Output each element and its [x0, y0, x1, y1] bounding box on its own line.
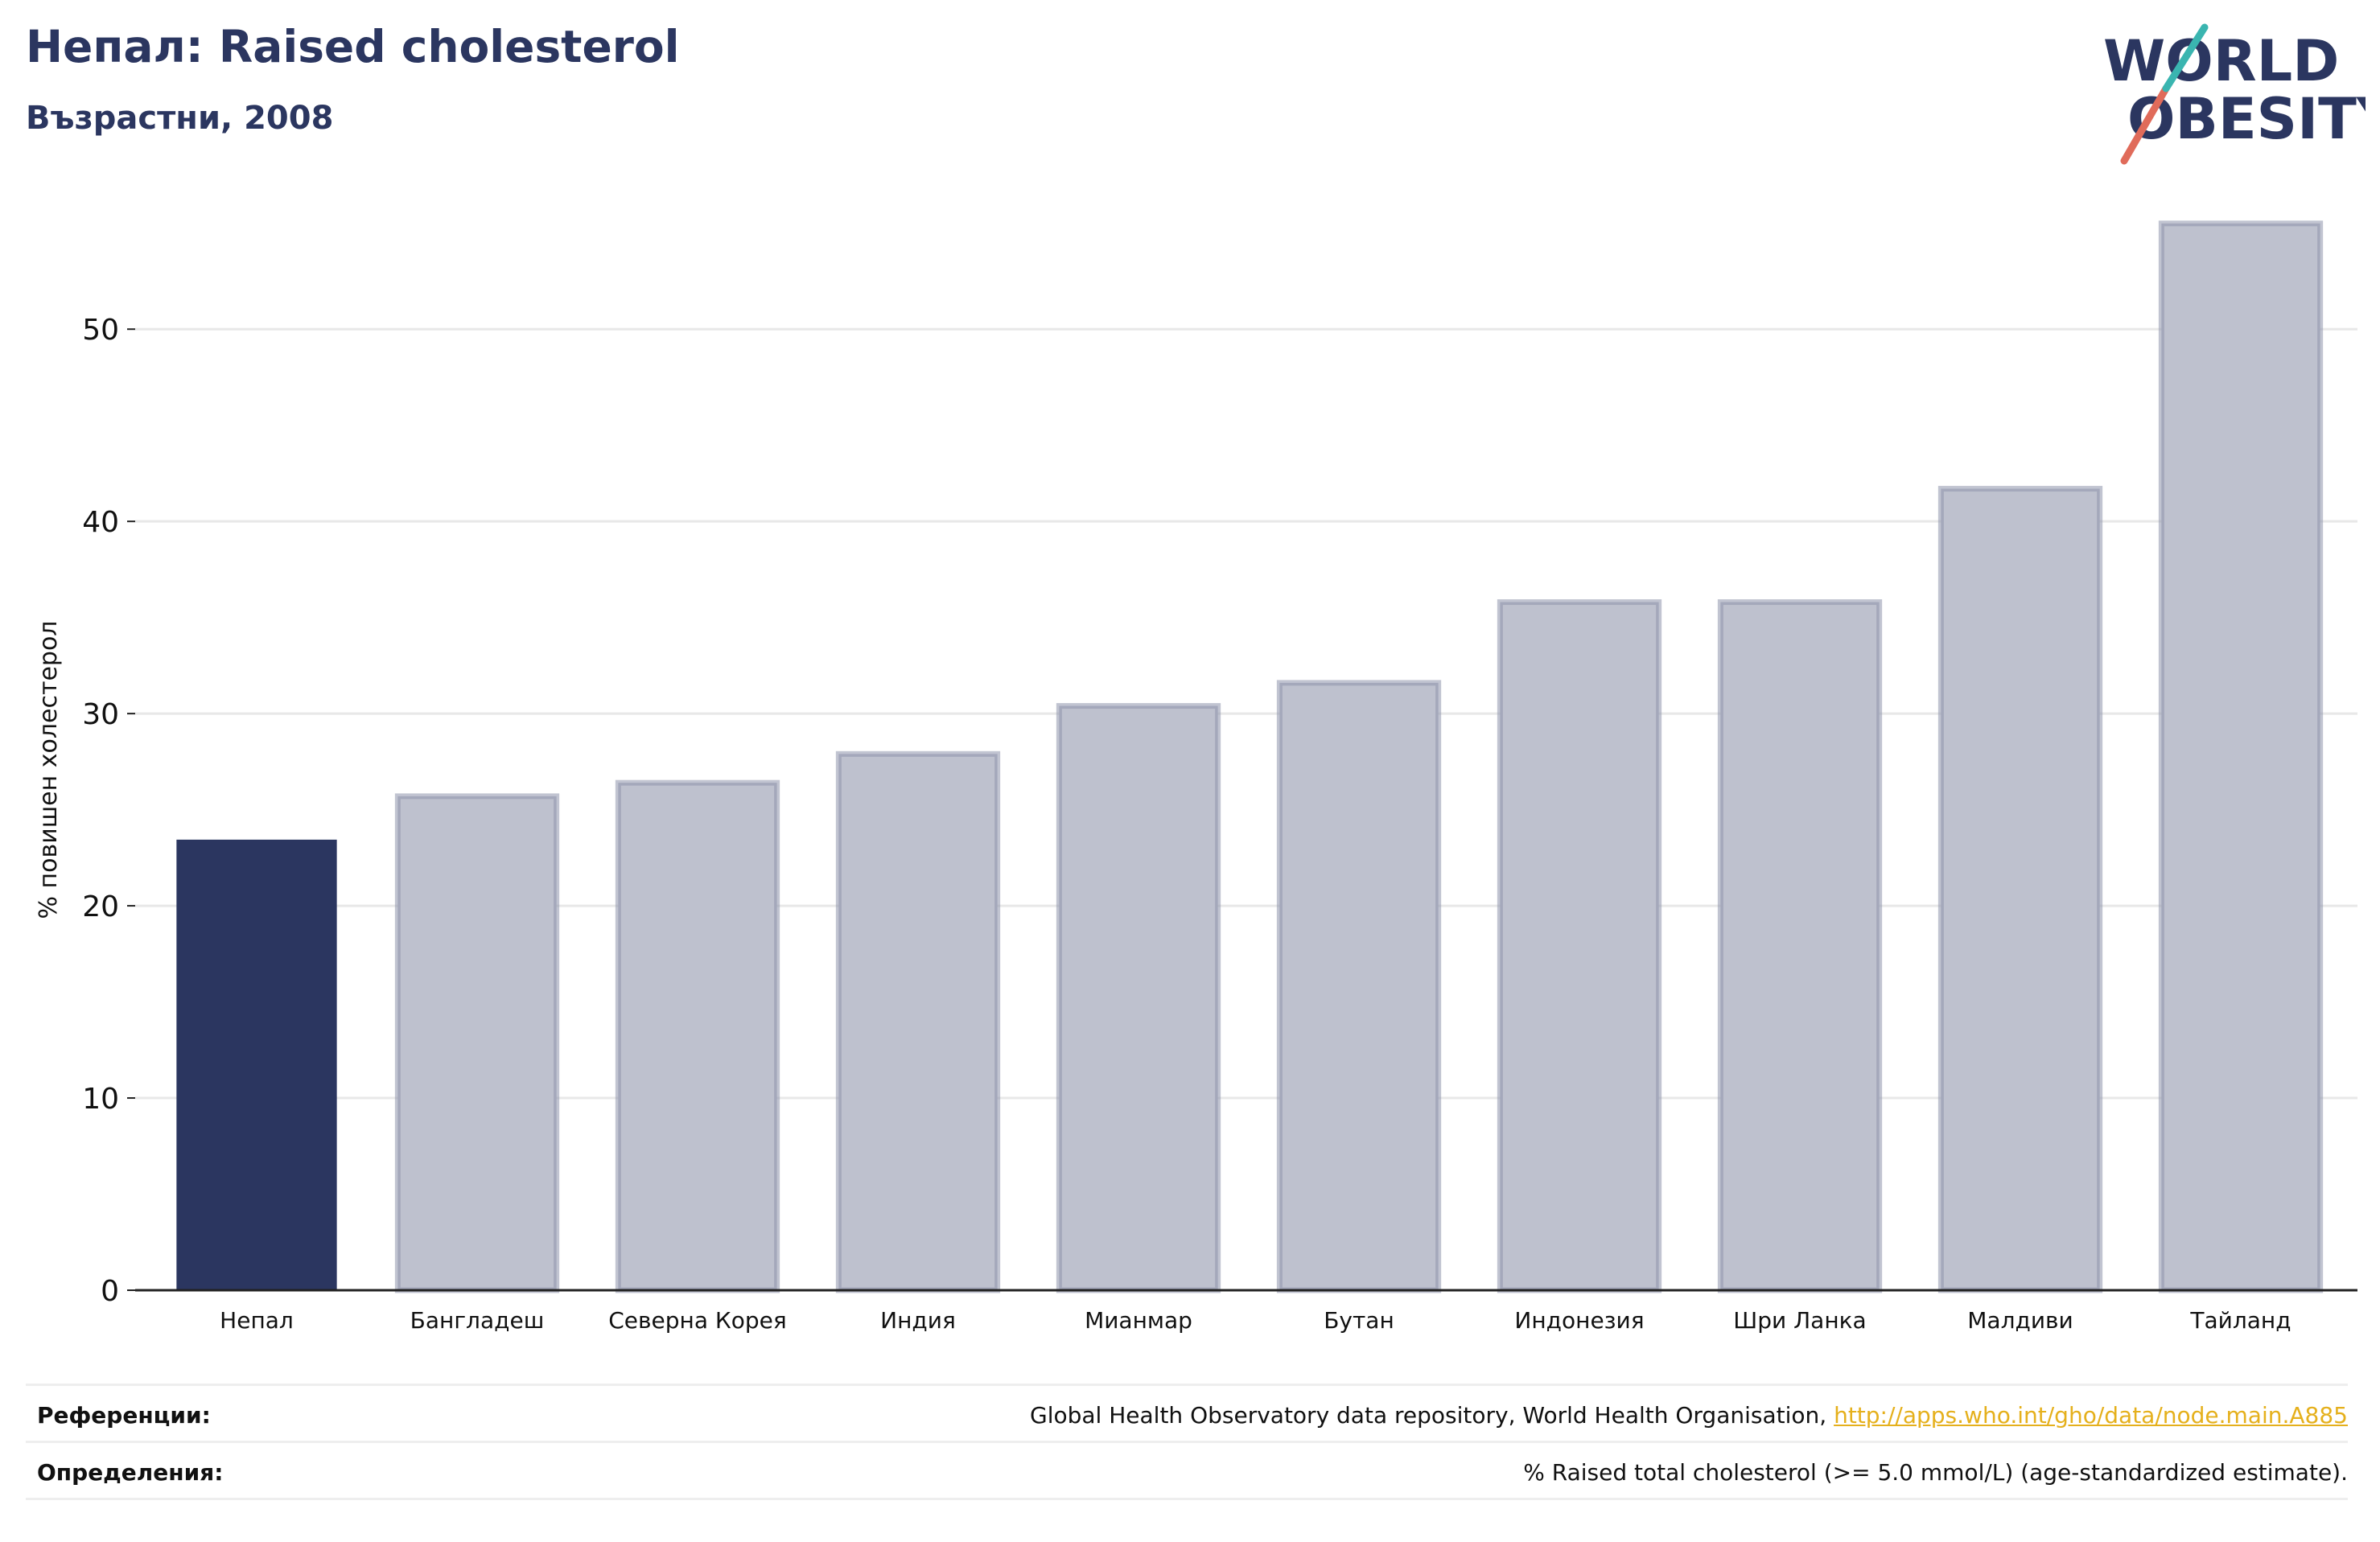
references-text: Global Health Observatory data repositor… [1030, 1402, 1834, 1429]
bar [1056, 703, 1221, 1293]
y-tick-label: 10 [82, 1083, 119, 1116]
logo-line-1: WORLD [2103, 28, 2339, 94]
x-tick-label: Бутан [1324, 1307, 1394, 1334]
bar-chart: 0 10 20 30 40 50 % повишен холестерол Непал Банг… [35, 220, 2357, 1334]
references-link[interactable]: http://apps.who.int/gho/data/node.main.A… [1834, 1402, 2348, 1429]
bar [835, 750, 1001, 1293]
y-tick-label: 20 [82, 890, 119, 923]
logo-slash-teal [2162, 23, 2209, 93]
bar [176, 839, 337, 1292]
x-tick-label: Малдиви [1967, 1307, 2073, 1334]
references-value: Global Health Observatory data repositor… [1030, 1402, 2348, 1429]
bar [1497, 599, 1662, 1293]
x-tick-label: Северна Корея [608, 1307, 787, 1334]
x-tick-label: Непал [220, 1307, 294, 1334]
bar [1276, 680, 1442, 1293]
references-label: Референции: [37, 1402, 211, 1429]
y-tick-label: 40 [82, 506, 119, 539]
bar [615, 779, 780, 1293]
x-tick-label: Индия [880, 1307, 956, 1334]
x-tick-label: Индонезия [1514, 1307, 1644, 1334]
definitions-text: % Raised total cholesterol (>= 5.0 mmol/… [1523, 1459, 2348, 1486]
definitions-label: Определения: [37, 1459, 224, 1486]
world-obesity-logo: WORLD OBESITY [2103, 23, 2366, 165]
y-axis-label: % повишен холестерол [35, 621, 63, 919]
x-tick-label: Бангладеш [410, 1307, 545, 1334]
y-tick-label: 30 [82, 698, 119, 731]
footer-divider [26, 1498, 2348, 1500]
bar [394, 793, 560, 1293]
bar [1717, 599, 1883, 1293]
x-tick-label: Шри Ланка [1733, 1307, 1866, 1334]
logo-line-2: OBESITY [2127, 86, 2366, 152]
bar [2158, 220, 2324, 1293]
definitions-row: Определения: % Raised total cholesterol … [26, 1441, 2348, 1499]
x-tick-label: Тайланд [2189, 1307, 2291, 1334]
chart-subtitle: Възрастни, 2008 [26, 100, 334, 137]
chart-title: Непал: Raised cholesterol [26, 21, 680, 72]
x-tick-label: Мианмар [1085, 1307, 1192, 1334]
bar [1937, 486, 2103, 1293]
y-tick-label: 0 [101, 1275, 119, 1308]
references-row: Референции: Global Health Observatory da… [26, 1384, 2348, 1442]
y-tick-label: 50 [82, 314, 119, 347]
logo-slash-red [2120, 84, 2170, 165]
